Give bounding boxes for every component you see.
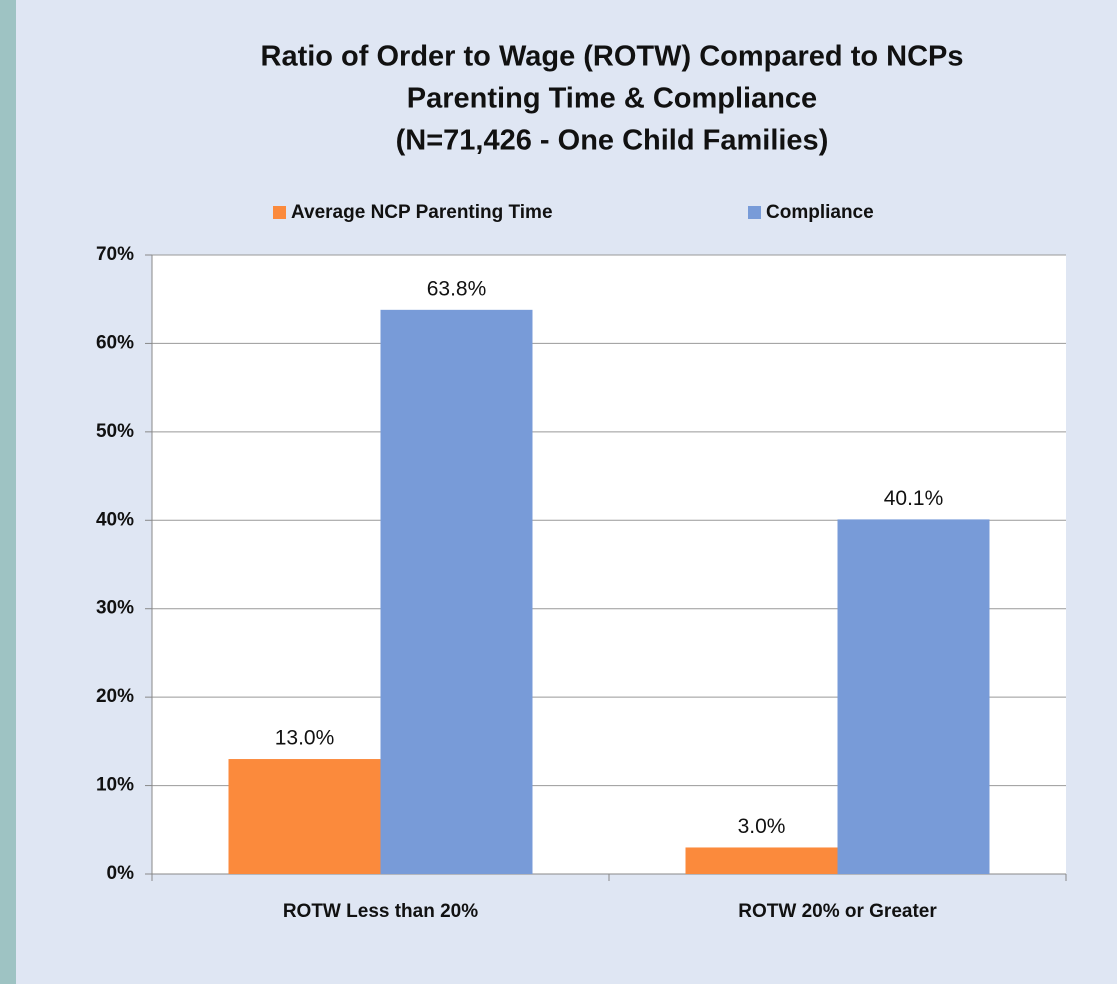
y-tick-label: 20% — [96, 686, 134, 707]
data-label: 13.0% — [275, 727, 335, 750]
bar — [837, 519, 990, 874]
y-tick-label: 30% — [96, 598, 134, 619]
bar — [228, 759, 381, 874]
data-label: 63.8% — [427, 277, 487, 300]
data-label: 3.0% — [738, 815, 786, 838]
y-tick-label: 0% — [107, 863, 135, 884]
x-tick-label: ROTW Less than 20% — [283, 901, 478, 922]
y-tick-label: 70% — [96, 244, 134, 265]
bar — [685, 847, 838, 874]
data-label: 40.1% — [884, 487, 944, 510]
legend-label: Average NCP Parenting Time — [291, 202, 553, 223]
legend-swatch — [273, 206, 286, 219]
bar — [380, 309, 533, 875]
chart-title: (N=71,426 - One Child Families) — [396, 125, 829, 157]
chart-title: Parenting Time & Compliance — [407, 83, 817, 115]
x-tick-label: ROTW 20% or Greater — [738, 901, 937, 922]
y-tick-label: 50% — [96, 421, 134, 442]
legend-swatch — [748, 206, 761, 219]
chart-title: Ratio of Order to Wage (ROTW) Compared t… — [261, 41, 964, 73]
y-tick-label: 10% — [96, 775, 134, 796]
legend-label: Compliance — [766, 202, 874, 223]
y-tick-label: 40% — [96, 509, 134, 530]
y-tick-label: 60% — [96, 332, 134, 353]
